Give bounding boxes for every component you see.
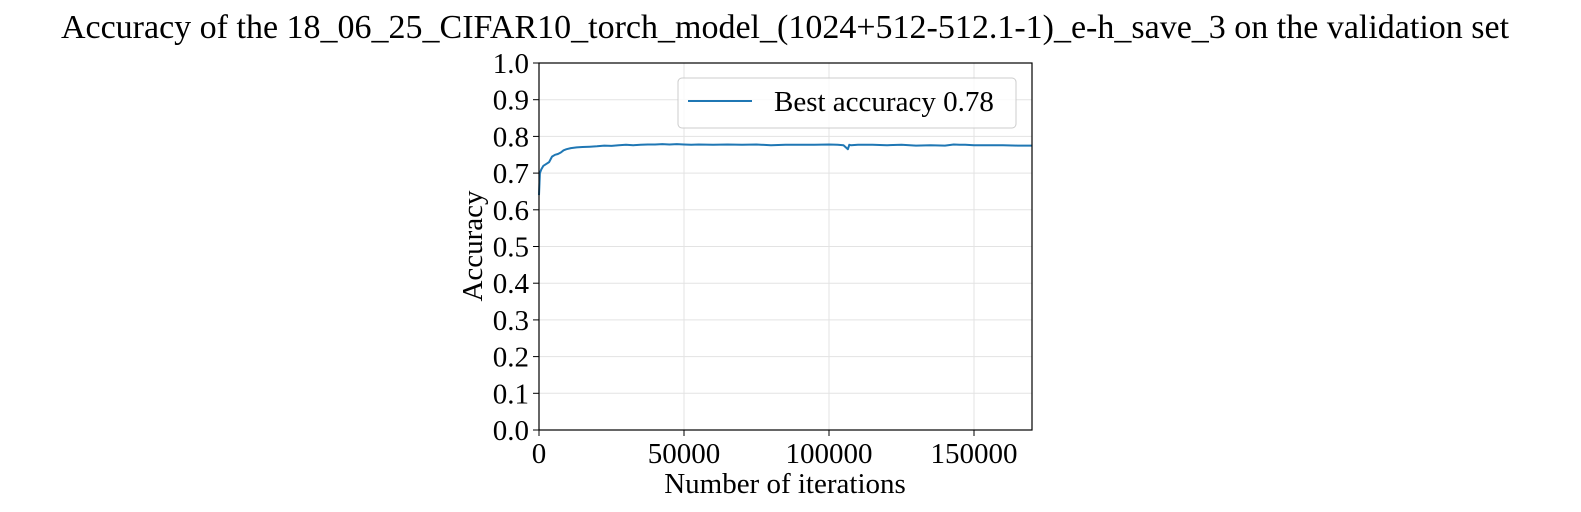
x-tick-label: 0 [532, 438, 547, 470]
legend: Best accuracy 0.78 [677, 77, 1017, 129]
x-tick-label: 150000 [931, 438, 1018, 470]
x-axis-label: Number of iterations [664, 468, 906, 500]
chart-title: Accuracy of the 18_06_25_CIFAR10_torch_m… [61, 9, 1510, 46]
series-layer [538, 143, 1032, 196]
y-tick-label: 0.2 [493, 342, 529, 374]
y-axis-label: Accuracy [457, 190, 489, 302]
y-tick-label: 1.0 [493, 48, 529, 80]
y-tick-label: 0.7 [493, 158, 529, 190]
x-tick-label: 50000 [648, 438, 721, 470]
y-tick-label: 0.1 [493, 378, 529, 410]
legend-box [677, 77, 1017, 129]
x-tick-label: 100000 [786, 438, 873, 470]
y-tick-label: 0.8 [493, 121, 529, 153]
legend-label-best-accuracy: Best accuracy 0.78 [774, 86, 994, 118]
y-tick-label: 0.9 [493, 85, 529, 117]
y-tick-label: 0.4 [493, 268, 530, 300]
y-tick-label: 0.3 [493, 305, 529, 337]
x-axis-ticks: 0 50000 100000 150000 [532, 430, 1018, 470]
y-axis-ticks: 0.0 0.1 0.2 0.3 0.4 0.5 0.6 0.7 0.8 0.9 1.0 [493, 48, 539, 447]
y-tick-label: 0.0 [493, 415, 529, 447]
y-tick-label: 0.5 [493, 232, 529, 264]
y-tick-label: 0.6 [493, 195, 529, 227]
series-line-best-accuracy [538, 143, 1032, 196]
